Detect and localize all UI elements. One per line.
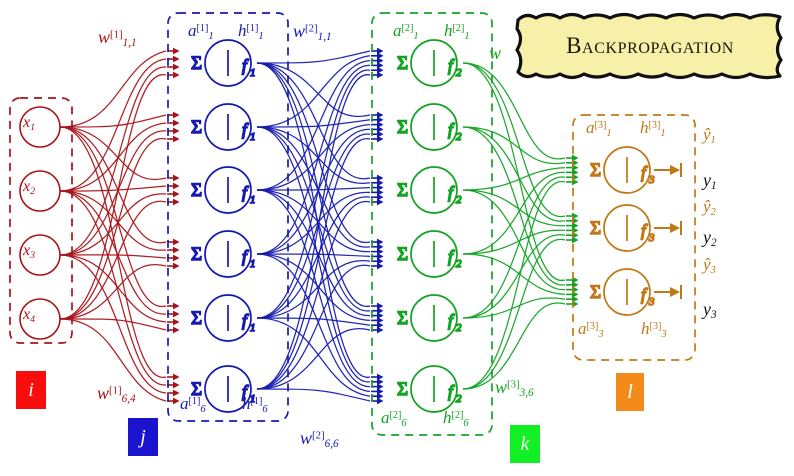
svg-text:f: f	[641, 163, 648, 182]
pre-activation-label-a2-1: a[2]1	[393, 21, 419, 42]
svg-text:2: 2	[456, 67, 462, 79]
svg-text:1: 1	[250, 258, 256, 270]
target-label-2: y2	[703, 227, 717, 250]
svg-text:f: f	[448, 120, 455, 139]
svg-text:f: f	[242, 382, 249, 401]
svg-text:Σ: Σ	[397, 53, 408, 74]
svg-text:f: f	[242, 183, 249, 202]
svg-text:2: 2	[456, 393, 462, 405]
pre-activation-label-a2-6: a[2]6	[381, 408, 407, 429]
target-label-1: y1	[703, 170, 717, 193]
svg-text:3: 3	[648, 232, 655, 244]
activation-label-h1-6: h[1]6	[242, 394, 268, 415]
svg-text:f: f	[242, 120, 249, 139]
target-label-3: y3	[703, 299, 717, 322]
svg-text:Σ: Σ	[590, 218, 601, 239]
pre-activation-label-a1-6: a[1]6	[180, 394, 206, 415]
weight-label-w2-1-1: w[2]1,1	[293, 21, 332, 44]
svg-text:Σ: Σ	[191, 117, 202, 138]
svg-text:2: 2	[456, 194, 462, 206]
svg-text:Σ: Σ	[590, 282, 601, 303]
svg-text:f: f	[448, 382, 455, 401]
svg-text:f: f	[448, 247, 455, 266]
svg-text:f: f	[448, 311, 455, 330]
svg-text:Σ: Σ	[191, 379, 202, 400]
svg-text:2: 2	[456, 258, 462, 270]
title-banner: Backpropagation	[512, 10, 788, 82]
weight-label-w3-partial: w	[489, 43, 502, 63]
svg-text:f: f	[242, 247, 249, 266]
pre-activation-label-a3-3: a[3]3	[578, 319, 604, 340]
svg-text:f: f	[242, 311, 249, 330]
activation-label-h2-6: h[2]6	[443, 408, 469, 429]
svg-text:1: 1	[250, 393, 256, 405]
svg-text:Σ: Σ	[397, 308, 408, 329]
weight-label-w1-1-1: w[1]1,1	[98, 27, 137, 50]
pre-activation-label-a1-1: a[1]1	[188, 21, 214, 42]
svg-text:2: 2	[456, 131, 462, 143]
svg-text:3: 3	[648, 296, 655, 308]
svg-text:f: f	[641, 285, 648, 304]
svg-text:Σ: Σ	[590, 160, 601, 181]
svg-text:1: 1	[250, 67, 256, 79]
svg-text:Σ: Σ	[397, 117, 408, 138]
svg-text:Σ: Σ	[191, 308, 202, 329]
weight-label-w2-6-6: w[2]6,6	[300, 428, 339, 451]
index-badge-j: j	[128, 418, 158, 456]
activation-label-h3-1: h[3]1	[640, 118, 666, 139]
prediction-label-2: ŷ2	[703, 197, 716, 218]
activation-label-h2-1: h[2]1	[444, 21, 470, 42]
svg-text:Σ: Σ	[191, 180, 202, 201]
weight-label-w3-3-6: w[3]3,6	[495, 377, 534, 400]
svg-text:Σ: Σ	[397, 379, 408, 400]
activation-label-h3-3: h[3]3	[641, 319, 667, 340]
title-text: Backpropagation	[566, 33, 734, 58]
index-badge-l: l	[616, 373, 644, 411]
input-node-label-3: x3	[23, 242, 36, 261]
input-node-label-2: x2	[23, 178, 36, 197]
activation-label-h1-1: h[1]1	[238, 21, 264, 42]
svg-text:f: f	[448, 56, 455, 75]
prediction-label-1: ŷ1	[703, 125, 716, 146]
prediction-label-3: ŷ3	[703, 255, 716, 276]
svg-text:f: f	[242, 56, 249, 75]
svg-text:Σ: Σ	[191, 244, 202, 265]
input-node-label-4: x4	[23, 306, 36, 325]
svg-text:1: 1	[250, 322, 256, 334]
svg-text:Σ: Σ	[397, 180, 408, 201]
svg-text:3: 3	[648, 174, 655, 186]
pre-activation-label-a3-1: a[3]1	[586, 118, 612, 139]
svg-text:Σ: Σ	[191, 53, 202, 74]
svg-text:f: f	[641, 221, 648, 240]
svg-text:Σ: Σ	[397, 244, 408, 265]
svg-text:1: 1	[250, 194, 256, 206]
svg-text:1: 1	[250, 131, 256, 143]
index-badge-i: i	[16, 371, 46, 409]
input-node-label-1: x1	[23, 114, 36, 133]
svg-text:f: f	[448, 183, 455, 202]
index-badge-k: k	[510, 425, 540, 463]
svg-text:2: 2	[456, 322, 462, 334]
weight-label-w1-6-4: w[1]6,4	[97, 383, 136, 406]
